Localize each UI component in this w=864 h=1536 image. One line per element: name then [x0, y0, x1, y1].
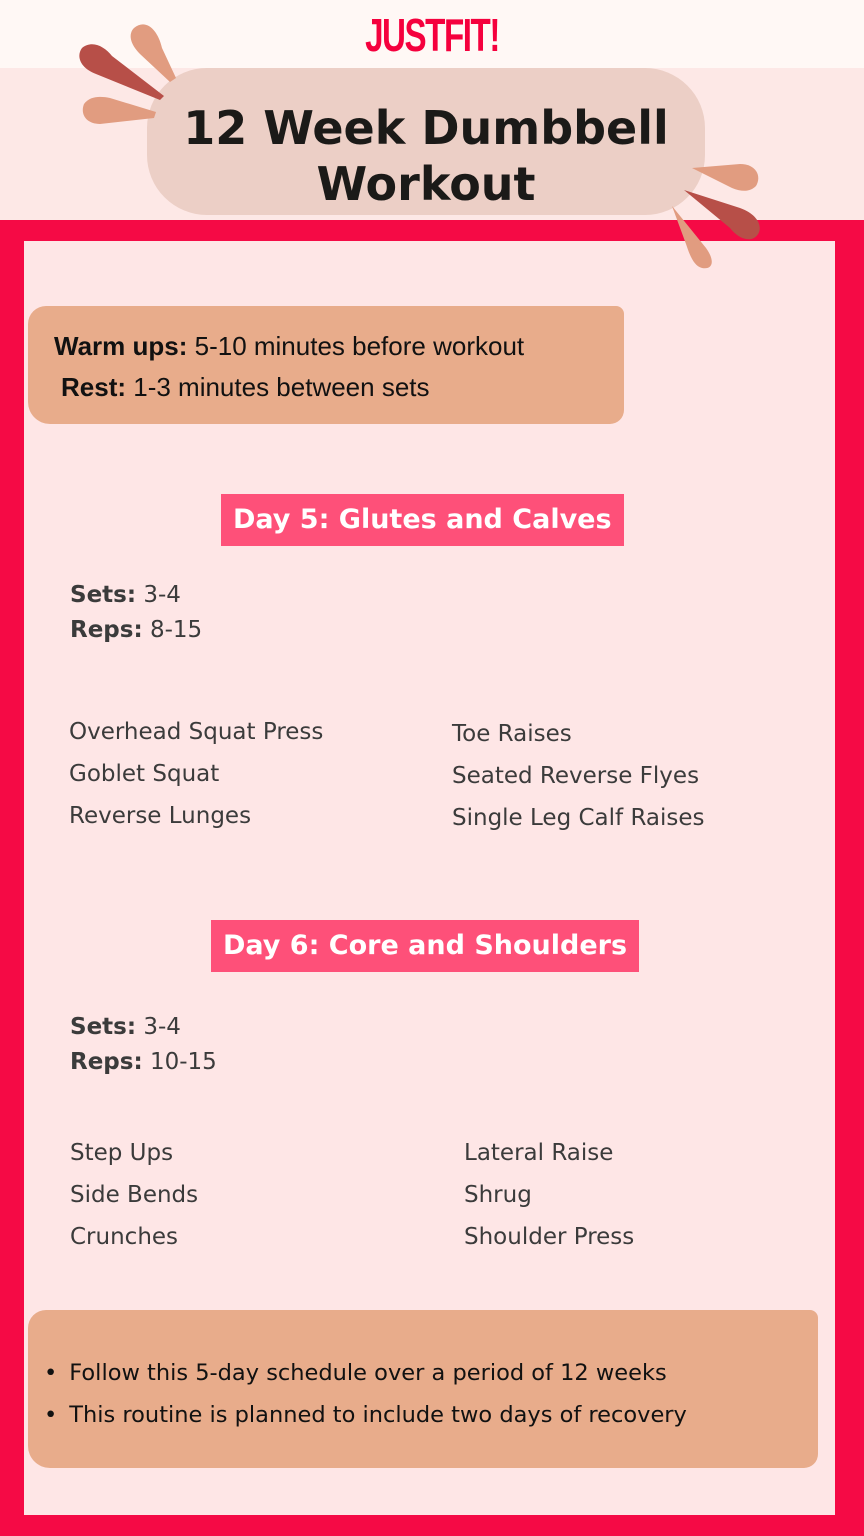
rest-line: Rest: 1-3 minutes between sets — [61, 372, 430, 402]
info-brush — [28, 306, 624, 424]
day6-exercises-left: Step Ups Side Bends Crunches — [70, 1132, 198, 1258]
content-panel — [24, 241, 835, 1515]
general-info: Warm ups: 5-10 minutes before workout Re… — [54, 326, 524, 408]
notes-list: Follow this 5-day schedule over a period… — [44, 1352, 687, 1436]
page-title: 12 Week Dumbbell Workout — [183, 101, 669, 211]
list-item: Follow this 5-day schedule over a period… — [44, 1352, 687, 1394]
day5-exercises-right: Toe Raises Seated Reverse Flyes Single L… — [452, 713, 705, 839]
day5-heading: Day 5: Glutes and Calves — [221, 494, 624, 546]
list-item: This routine is planned to include two d… — [44, 1394, 687, 1436]
list-item: Step Ups — [70, 1140, 174, 1166]
day6-heading: Day 6: Core and Shoulders — [211, 920, 640, 972]
list-item: Overhead Squat Press — [69, 719, 324, 745]
day5-sets-reps: Sets: 3-4 Reps: 8-15 — [70, 582, 203, 643]
day5-exercises-left: Overhead Squat Press Goblet Squat Revers… — [69, 711, 323, 837]
list-item: Single Leg Calf Raises — [452, 805, 705, 831]
splash-decoration-icon — [79, 24, 760, 269]
list-item: Reverse Lunges — [69, 803, 252, 829]
list-item: Toe Raises — [452, 721, 572, 747]
brand-logo: JUSTFIT! — [365, 9, 500, 61]
list-item: Seated Reverse Flyes — [452, 763, 700, 789]
list-item: Lateral Raise — [464, 1140, 614, 1166]
list-item: Crunches — [70, 1224, 179, 1250]
list-item: Goblet Squat — [69, 761, 220, 787]
warmup-line: Warm ups: 5-10 minutes before workout — [54, 331, 525, 361]
day6-exercises-right: Lateral Raise Shrug Shoulder Press — [464, 1132, 634, 1258]
list-item: Shrug — [464, 1182, 532, 1208]
list-item: Side Bends — [70, 1182, 199, 1208]
title-pill — [147, 68, 705, 215]
list-item: Shoulder Press — [464, 1224, 635, 1250]
day6-sets-reps: Sets: 3-4 Reps: 10-15 — [70, 1014, 217, 1075]
